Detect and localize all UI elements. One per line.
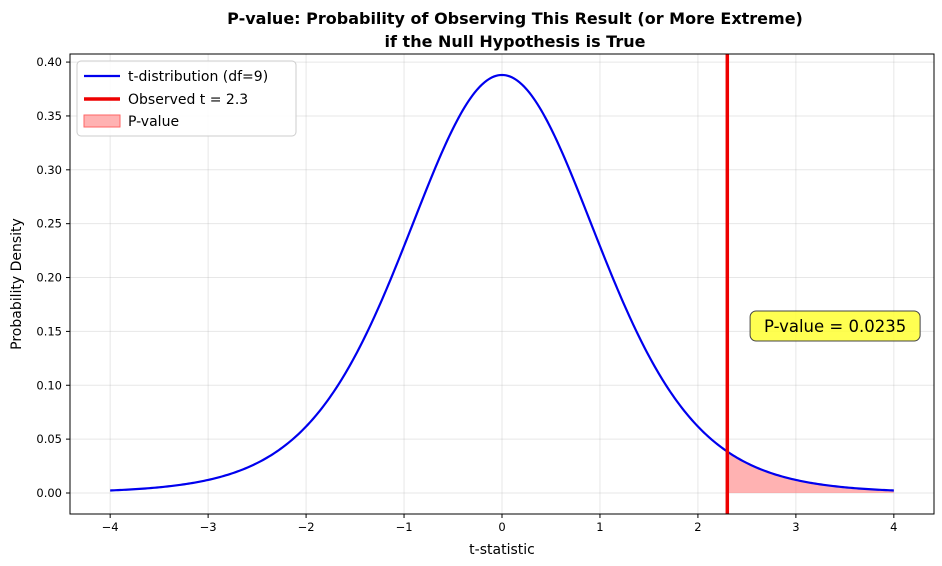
x-tick-label: 3 bbox=[792, 520, 799, 534]
y-tick-label: 0.40 bbox=[36, 55, 62, 69]
x-tick-label: −4 bbox=[102, 520, 119, 534]
chart-title-line-1: P-value: Probability of Observing This R… bbox=[227, 9, 803, 28]
legend-label-observed: Observed t = 2.3 bbox=[128, 92, 248, 108]
x-axis-label: t-statistic bbox=[469, 542, 535, 558]
y-axis-label: Probability Density bbox=[9, 218, 25, 350]
legend-box bbox=[76, 60, 297, 137]
t-distribution-curve bbox=[110, 73, 894, 492]
legend-label-curve: t-distribution (df=9) bbox=[128, 69, 268, 85]
x-tick-label: 4 bbox=[890, 520, 897, 534]
p-value-annotation: P-value = 0.0235 bbox=[749, 310, 921, 342]
y-axis-ticks: 0.00 0.05 0.10 0.15 0.20 0.25 0.30 0.35 0.40 bbox=[36, 55, 70, 500]
p-value-area-layer bbox=[727, 451, 894, 493]
x-tick-label: −1 bbox=[396, 520, 413, 534]
x-tick-label: −2 bbox=[298, 520, 315, 534]
legend: t-distribution (df=9) Observed t = 2.3 P… bbox=[76, 60, 297, 137]
annotation-text: P-value = 0.0235 bbox=[764, 317, 906, 336]
x-tick-label: −3 bbox=[200, 520, 217, 534]
y-tick-label: 0.05 bbox=[36, 432, 62, 446]
annotation-box bbox=[749, 310, 921, 342]
y-tick-label: 0.00 bbox=[36, 486, 62, 500]
x-axis-ticks: −4 −3 −2 −1 0 1 2 3 4 bbox=[102, 514, 898, 534]
x-tick-label: 0 bbox=[498, 520, 505, 534]
x-tick-label: 2 bbox=[694, 520, 701, 534]
chart-title-line-2: if the Null Hypothesis is True bbox=[385, 32, 646, 51]
x-tick-label: 1 bbox=[596, 520, 603, 534]
curve-layer bbox=[110, 73, 894, 492]
y-tick-label: 0.20 bbox=[36, 271, 62, 285]
y-tick-label: 0.10 bbox=[36, 378, 62, 392]
p-value-area bbox=[727, 451, 894, 493]
y-tick-label: 0.30 bbox=[36, 163, 62, 177]
legend-label-pvalue: P-value bbox=[128, 114, 179, 130]
y-tick-label: 0.35 bbox=[36, 109, 62, 123]
y-tick-label: 0.15 bbox=[36, 324, 62, 338]
legend-swatch-pvalue bbox=[83, 114, 121, 128]
y-tick-label: 0.25 bbox=[36, 217, 62, 231]
